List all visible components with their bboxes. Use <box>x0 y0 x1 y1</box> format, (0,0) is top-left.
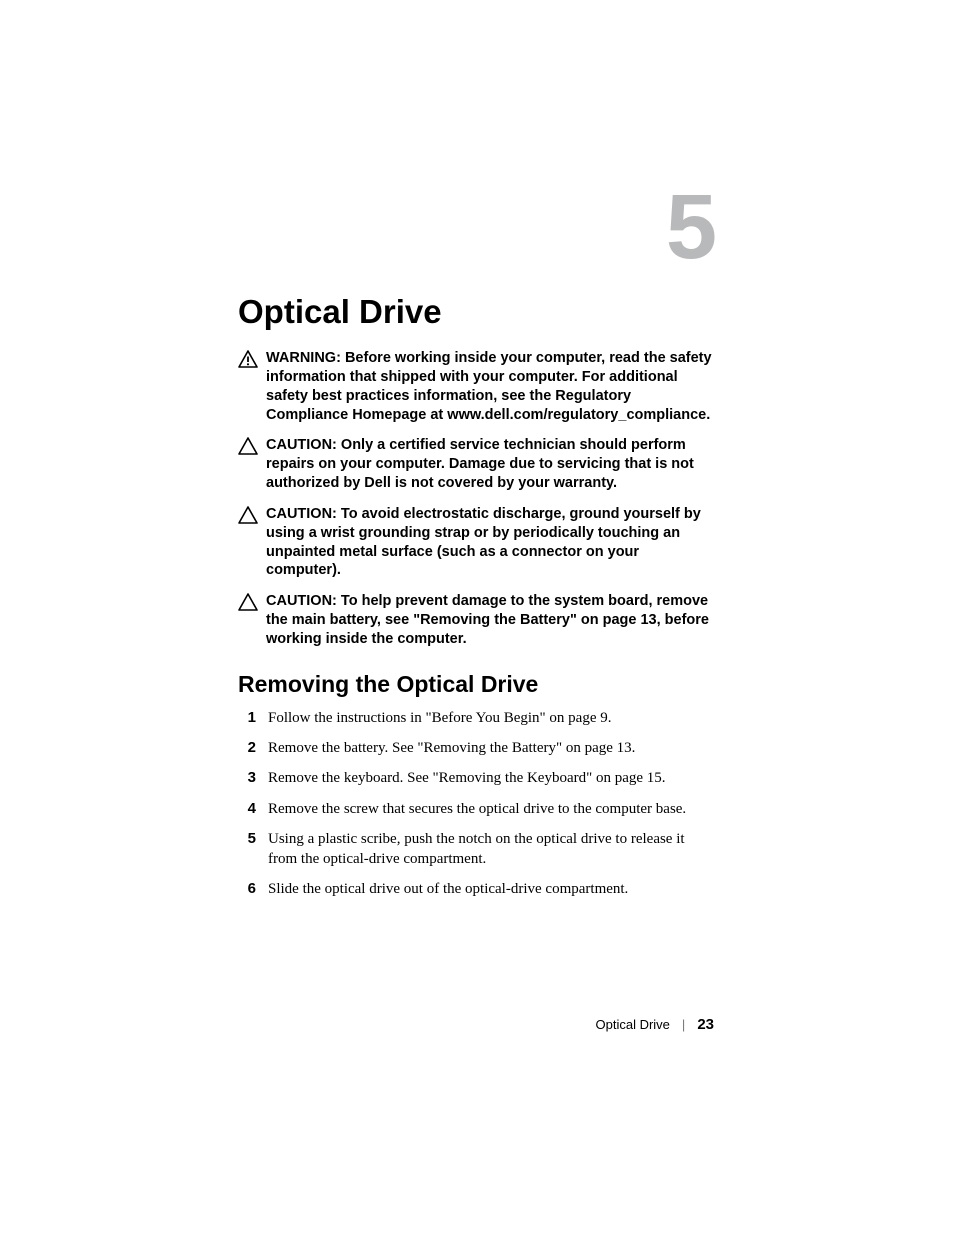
note-caution: CAUTION: Only a certified service techni… <box>238 436 714 493</box>
step-text: Using a plastic scribe, push the notch o… <box>268 829 714 870</box>
step-item: 1 Follow the instructions in "Before You… <box>238 708 714 728</box>
note-text: CAUTION: To help prevent damage to the s… <box>266 592 714 649</box>
steps-list: 1 Follow the instructions in "Before You… <box>238 708 714 900</box>
warning-icon <box>238 350 260 368</box>
notes-block: WARNING: Before working inside your comp… <box>238 349 714 649</box>
page-title: Optical Drive <box>238 293 714 331</box>
page: 5 Optical Drive WARNING: Before working … <box>0 0 954 1235</box>
step-item: 5 Using a plastic scribe, push the notch… <box>238 829 714 870</box>
caution-icon <box>238 593 260 611</box>
step-text: Remove the battery. See "Removing the Ba… <box>268 738 714 758</box>
note-text: CAUTION: Only a certified service techni… <box>266 436 714 493</box>
note-text: CAUTION: To avoid electrostatic discharg… <box>266 505 714 580</box>
caution-icon <box>238 506 260 524</box>
step-number: 4 <box>238 799 268 819</box>
step-item: 2 Remove the battery. See "Removing the … <box>238 738 714 758</box>
caution-icon <box>238 437 260 455</box>
content-area: 5 Optical Drive WARNING: Before working … <box>238 175 714 910</box>
note-caution: CAUTION: To help prevent damage to the s… <box>238 592 714 649</box>
step-text: Remove the screw that secures the optica… <box>268 799 714 819</box>
note-text: WARNING: Before working inside your comp… <box>266 349 714 424</box>
step-number: 1 <box>238 708 268 728</box>
chapter-number: 5 <box>666 175 714 280</box>
step-text: Follow the instructions in "Before You B… <box>268 708 714 728</box>
step-number: 2 <box>238 738 268 758</box>
step-item: 3 Remove the keyboard. See "Removing the… <box>238 768 714 788</box>
note-label: CAUTION: <box>266 506 337 522</box>
step-text: Remove the keyboard. See "Removing the K… <box>268 768 714 788</box>
note-warning: WARNING: Before working inside your comp… <box>238 349 714 424</box>
note-caution: CAUTION: To avoid electrostatic discharg… <box>238 505 714 580</box>
subheading: Removing the Optical Drive <box>238 671 714 698</box>
step-item: 4 Remove the screw that secures the opti… <box>238 799 714 819</box>
step-item: 6 Slide the optical drive out of the opt… <box>238 879 714 899</box>
footer-page-number: 23 <box>697 1016 714 1033</box>
step-number: 6 <box>238 879 268 899</box>
step-number: 5 <box>238 829 268 870</box>
note-label: WARNING: <box>266 350 341 366</box>
step-text: Slide the optical drive out of the optic… <box>268 879 714 899</box>
page-footer: Optical Drive | 23 <box>596 1016 715 1033</box>
step-number: 3 <box>238 768 268 788</box>
footer-section: Optical Drive <box>596 1017 670 1032</box>
footer-separator: | <box>682 1017 685 1032</box>
note-label: CAUTION: <box>266 593 337 609</box>
note-label: CAUTION: <box>266 437 337 453</box>
